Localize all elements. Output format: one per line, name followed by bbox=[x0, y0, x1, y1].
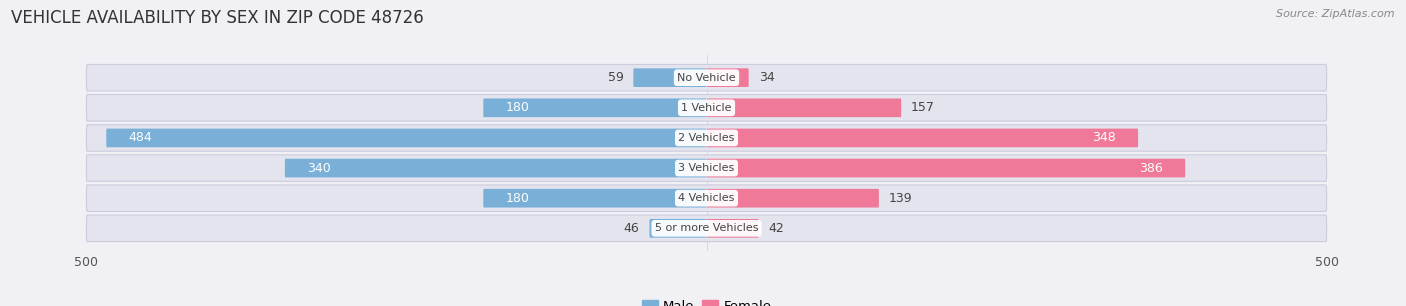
Text: 3 Vehicles: 3 Vehicles bbox=[678, 163, 735, 173]
Text: Source: ZipAtlas.com: Source: ZipAtlas.com bbox=[1277, 9, 1395, 19]
FancyBboxPatch shape bbox=[86, 155, 1327, 181]
Text: 34: 34 bbox=[759, 71, 775, 84]
FancyBboxPatch shape bbox=[285, 159, 707, 177]
FancyBboxPatch shape bbox=[707, 219, 759, 238]
Text: 348: 348 bbox=[1092, 132, 1116, 144]
Text: 46: 46 bbox=[624, 222, 640, 235]
Text: 180: 180 bbox=[506, 192, 530, 205]
FancyBboxPatch shape bbox=[707, 99, 901, 117]
FancyBboxPatch shape bbox=[633, 68, 707, 87]
Text: 386: 386 bbox=[1139, 162, 1163, 174]
Text: 5 or more Vehicles: 5 or more Vehicles bbox=[655, 223, 758, 233]
FancyBboxPatch shape bbox=[707, 189, 879, 207]
FancyBboxPatch shape bbox=[484, 99, 707, 117]
Legend: Male, Female: Male, Female bbox=[637, 295, 776, 306]
Text: 139: 139 bbox=[889, 192, 912, 205]
Text: 1 Vehicle: 1 Vehicle bbox=[682, 103, 731, 113]
Text: 340: 340 bbox=[307, 162, 330, 174]
Text: VEHICLE AVAILABILITY BY SEX IN ZIP CODE 48726: VEHICLE AVAILABILITY BY SEX IN ZIP CODE … bbox=[11, 9, 425, 27]
FancyBboxPatch shape bbox=[484, 189, 707, 207]
FancyBboxPatch shape bbox=[707, 129, 1137, 147]
FancyBboxPatch shape bbox=[650, 219, 707, 238]
FancyBboxPatch shape bbox=[86, 125, 1327, 151]
FancyBboxPatch shape bbox=[107, 129, 707, 147]
FancyBboxPatch shape bbox=[707, 68, 748, 87]
FancyBboxPatch shape bbox=[707, 159, 1185, 177]
Text: 42: 42 bbox=[769, 222, 785, 235]
Text: 4 Vehicles: 4 Vehicles bbox=[678, 193, 735, 203]
Text: No Vehicle: No Vehicle bbox=[678, 73, 735, 83]
Text: 180: 180 bbox=[506, 101, 530, 114]
Text: 59: 59 bbox=[607, 71, 623, 84]
FancyBboxPatch shape bbox=[86, 215, 1327, 241]
Text: 2 Vehicles: 2 Vehicles bbox=[678, 133, 735, 143]
Text: 157: 157 bbox=[911, 101, 935, 114]
FancyBboxPatch shape bbox=[86, 95, 1327, 121]
FancyBboxPatch shape bbox=[86, 65, 1327, 91]
FancyBboxPatch shape bbox=[86, 185, 1327, 211]
Text: 484: 484 bbox=[128, 132, 152, 144]
